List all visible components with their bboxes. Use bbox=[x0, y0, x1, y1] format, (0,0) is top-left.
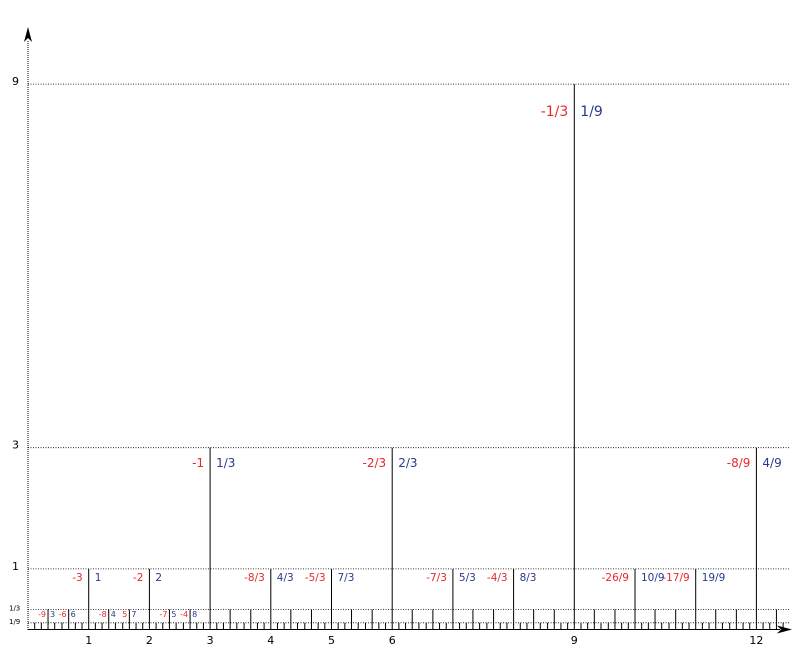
x-tick-label: 5 bbox=[328, 634, 335, 647]
right-label: 7/3 bbox=[338, 572, 355, 584]
right-label: 2 bbox=[155, 572, 162, 584]
left-label: -6 bbox=[59, 610, 67, 619]
right-label: 5/3 bbox=[459, 572, 476, 584]
y-axis-arrow bbox=[24, 27, 32, 42]
x-tick-label: 4 bbox=[267, 634, 274, 647]
right-label: 19/9 bbox=[702, 572, 726, 584]
left-label: -17/9 bbox=[662, 572, 689, 584]
x-tick-label: 2 bbox=[146, 634, 153, 647]
right-label: 4/3 bbox=[277, 572, 294, 584]
right-label: 10/9 bbox=[641, 572, 665, 584]
left-label: -5/3 bbox=[305, 572, 326, 584]
left-label: -8/3 bbox=[244, 572, 265, 584]
right-label: 8 bbox=[192, 610, 197, 619]
right-label: 2/3 bbox=[398, 456, 417, 470]
left-label: -1/3 bbox=[541, 104, 569, 120]
y-tick-label: 9 bbox=[12, 75, 19, 88]
left-label: -2 bbox=[133, 572, 143, 584]
left-label: -2/3 bbox=[363, 456, 387, 470]
left-label: -1 bbox=[192, 456, 204, 470]
left-label: -4 bbox=[180, 610, 188, 619]
right-label: 6 bbox=[71, 610, 76, 619]
right-label: 4/9 bbox=[762, 456, 781, 470]
x-tick-label: 6 bbox=[389, 634, 396, 647]
left-label: -8 bbox=[99, 610, 107, 619]
left-label: -26/9 bbox=[602, 572, 629, 584]
right-label: 8/3 bbox=[520, 572, 537, 584]
left-label: -7 bbox=[159, 610, 167, 619]
x-axis-arrow bbox=[777, 625, 792, 634]
right-label: 1/9 bbox=[580, 104, 603, 120]
x-tick-label: 3 bbox=[207, 634, 214, 647]
left-label: -7/3 bbox=[426, 572, 447, 584]
x-tick-label: 12 bbox=[749, 634, 763, 647]
right-label: 1 bbox=[95, 572, 102, 584]
right-label: 3 bbox=[50, 610, 55, 619]
left-label: -9 bbox=[38, 610, 46, 619]
x-tick-label: 9 bbox=[571, 634, 578, 647]
right-label: 7 bbox=[131, 610, 136, 619]
left-label: 5 bbox=[122, 610, 127, 619]
y-tick-label: 1/3 bbox=[9, 605, 20, 613]
left-label: -3 bbox=[72, 572, 82, 584]
right-label: 1/3 bbox=[216, 456, 235, 470]
right-label: 4 bbox=[111, 610, 116, 619]
y-tick-label: 1/9 bbox=[9, 618, 20, 626]
y-tick-label: 3 bbox=[12, 439, 19, 452]
y-tick-label: 1 bbox=[12, 560, 19, 573]
x-tick-label: 1 bbox=[85, 634, 92, 647]
left-label: -4/3 bbox=[487, 572, 508, 584]
right-label: 5 bbox=[171, 610, 176, 619]
left-label: -8/9 bbox=[727, 456, 751, 470]
